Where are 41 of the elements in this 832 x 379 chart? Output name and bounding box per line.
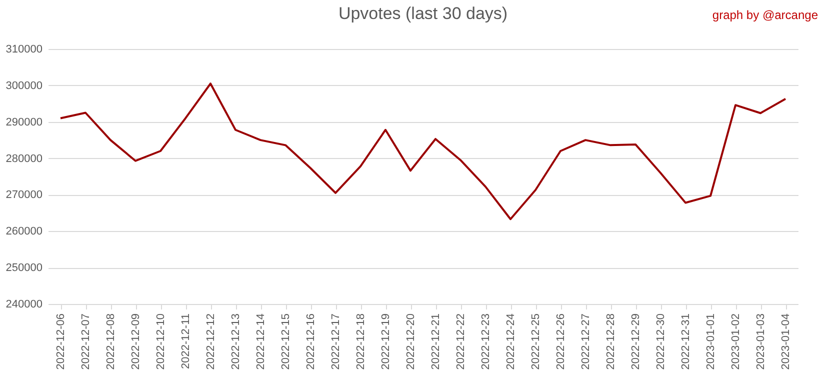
x-tick-label: 2022-12-29 (630, 314, 642, 370)
x-tick-label: 2022-12-11 (180, 314, 192, 369)
chart-title: Upvotes (last 30 days) (338, 4, 508, 23)
x-tick-label: 2023-01-04 (780, 314, 792, 370)
x-tick-label: 2022-12-08 (105, 314, 117, 370)
x-tick-label: 2022-12-22 (455, 314, 467, 370)
x-tick-label: 2022-12-20 (405, 314, 417, 370)
x-tick-label: 2022-12-06 (55, 314, 67, 370)
x-tick-label: 2022-12-23 (480, 314, 492, 370)
x-tick-label: 2022-12-30 (655, 314, 667, 370)
y-tick-label: 270000 (6, 189, 42, 202)
y-tick-label: 300000 (6, 80, 42, 92)
x-tick-label: 2022-12-24 (505, 314, 517, 370)
x-tick-label: 2022-12-25 (530, 314, 542, 370)
x-tick-label: 2022-12-28 (605, 314, 617, 370)
x-tick-label: 2022-12-12 (205, 314, 217, 370)
line-series (60, 82, 786, 220)
x-tick-label: 2022-12-10 (155, 314, 167, 370)
x-tick-label: 2022-12-21 (430, 314, 442, 370)
x-tick-label: 2023-01-03 (755, 314, 767, 370)
x-tick-label: 2022-12-31 (680, 314, 692, 370)
x-tick-label: 2023-01-02 (730, 314, 742, 370)
x-tick-label: 2022-12-18 (355, 314, 367, 370)
x-tick-label: 2023-01-01 (705, 314, 717, 370)
text: graph by @arcange (712, 8, 818, 22)
y-tick-label: 240000 (6, 298, 42, 310)
y-tick-label: 310000 (6, 44, 42, 56)
x-tick-label: 2022-12-13 (230, 314, 242, 370)
x-tick-label: 2022-12-14 (255, 314, 267, 370)
x-tick-label: 2022-12-27 (580, 314, 592, 370)
x-tick-label: 2022-12-07 (80, 314, 92, 370)
y-tick-label: 290000 (6, 116, 42, 128)
x-tick-label: 2022-12-26 (555, 314, 567, 370)
y-tick-label: 250000 (6, 262, 42, 274)
y-tick-label: 260000 (6, 226, 42, 238)
x-tick-label: 2022-12-15 (280, 314, 292, 370)
x-tick-label: 2022-12-19 (380, 314, 392, 370)
y-tick-label: 280000 (6, 152, 42, 165)
x-tick-label: 2022-12-17 (330, 314, 342, 370)
x-tick-label: 2022-12-09 (130, 314, 142, 370)
x-tick-label: 2022-12-16 (305, 314, 317, 370)
